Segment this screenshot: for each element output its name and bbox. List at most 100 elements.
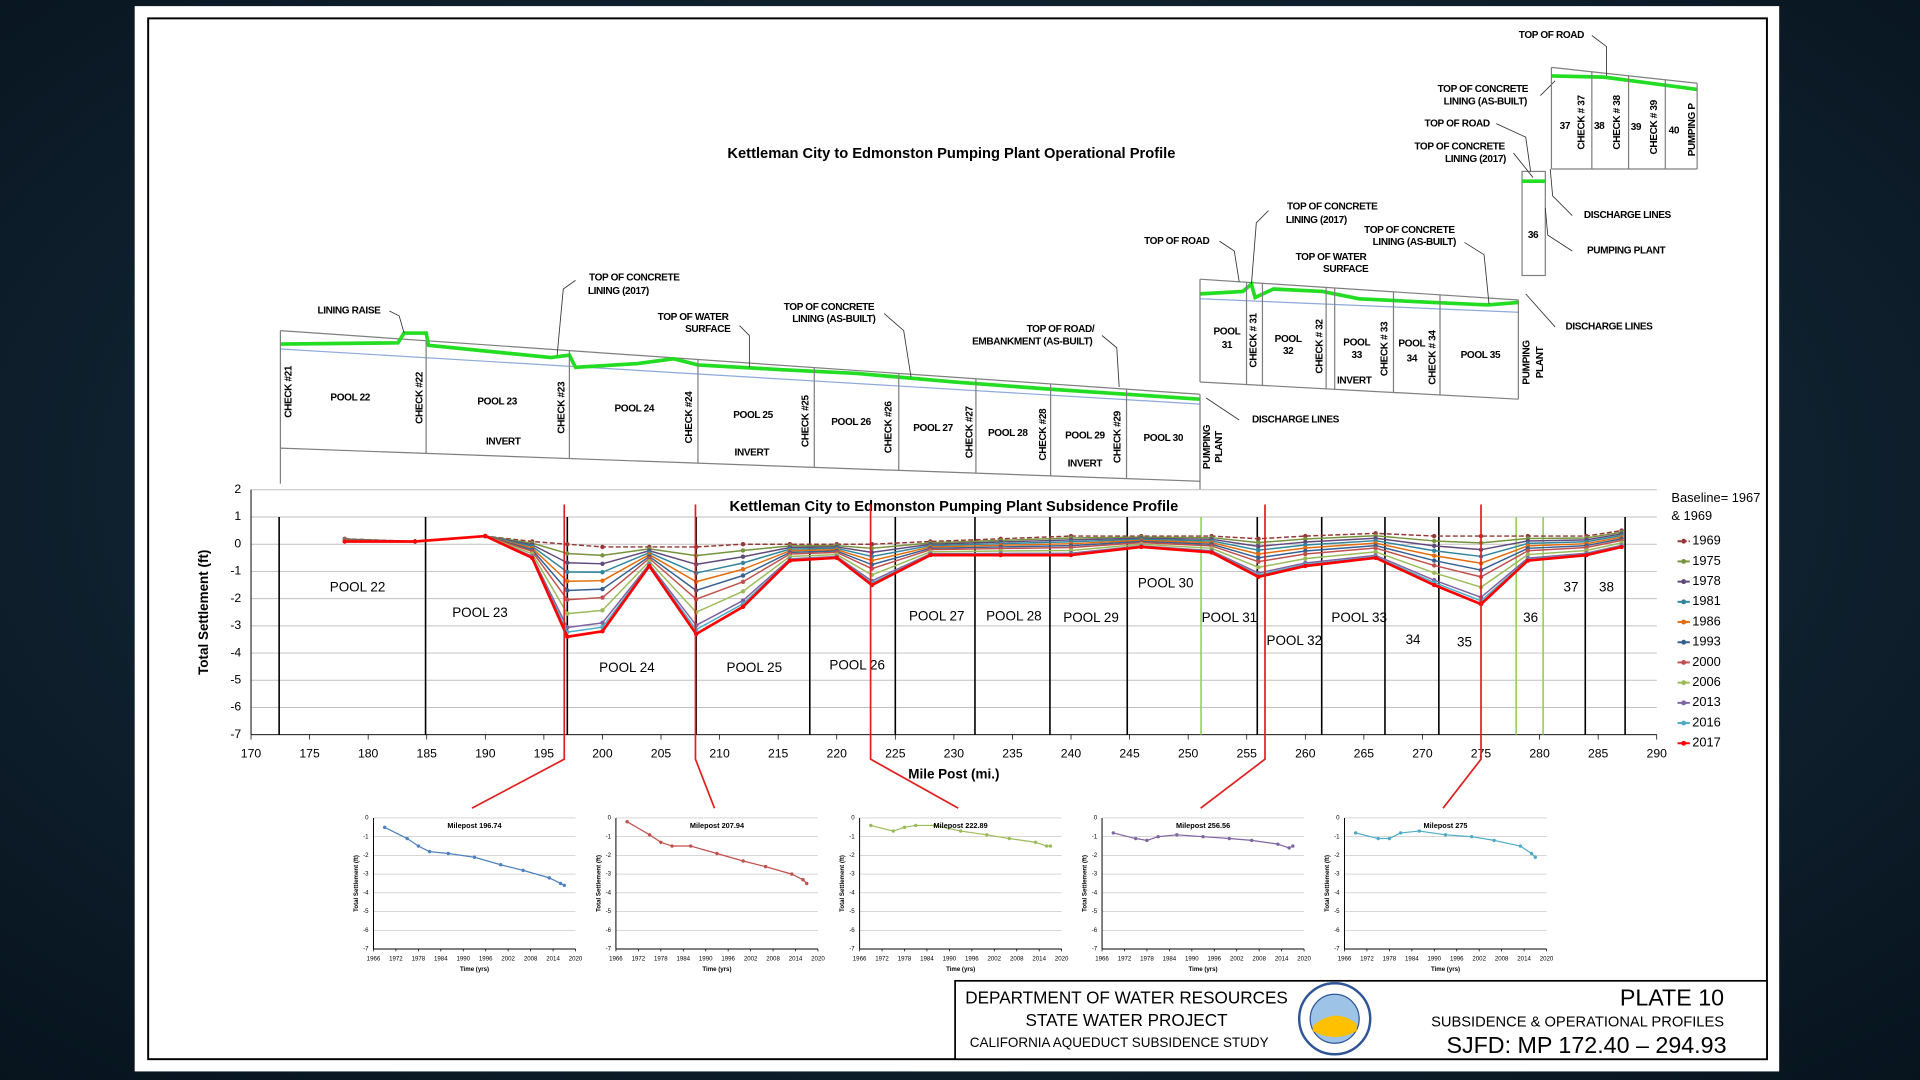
point — [740, 554, 746, 559]
y-tick-label: -4 — [363, 889, 369, 896]
y-tick-label: -5 — [606, 908, 612, 915]
profile-label: LINING (2017) — [1286, 215, 1347, 226]
legend-marker — [1681, 720, 1687, 726]
profile-label: LINING (AS-BUILT) — [1373, 237, 1456, 248]
leader — [1205, 397, 1240, 421]
profile-label: CHECK # 37 — [1577, 95, 1588, 150]
profile-label: TOP OF CONCRETE — [1414, 142, 1505, 153]
pool-label: 34 — [1406, 632, 1421, 647]
point — [834, 555, 839, 561]
point — [405, 836, 409, 841]
point — [1525, 552, 1531, 557]
point — [790, 872, 794, 876]
x-tick-label: 285 — [1588, 747, 1609, 761]
point — [547, 876, 552, 880]
profile-title: Kettleman City to Edmonston Pumping Plan… — [727, 146, 1175, 162]
x-tick-label: 210 — [709, 747, 730, 761]
point — [1256, 544, 1261, 549]
point — [1287, 846, 1291, 850]
point — [647, 563, 652, 569]
callout-line — [869, 504, 959, 809]
point — [529, 555, 535, 561]
legend-marker — [1681, 680, 1687, 686]
point — [1373, 549, 1378, 555]
y-tick-label: 1 — [234, 509, 241, 523]
profile-label: POOL 26 — [831, 417, 871, 428]
leader — [1549, 168, 1573, 216]
leader — [883, 313, 912, 378]
x-tick-label: 215 — [768, 747, 789, 761]
y-tick-label: 0 — [1094, 815, 1098, 822]
leader — [1251, 210, 1269, 285]
y-tick-label: 0 — [234, 536, 241, 550]
point — [740, 604, 746, 610]
pool-label: POOL 31 — [1202, 610, 1258, 625]
x-tick-label: 2014 — [546, 955, 560, 962]
legend-marker — [1681, 538, 1687, 544]
profile-label: TOP OF CONCRETE — [1438, 84, 1529, 95]
pool-label: POOL 22 — [330, 579, 386, 594]
pool-label: POOL 26 — [829, 658, 885, 673]
y-tick-label: -2 — [606, 852, 612, 859]
point — [1619, 544, 1624, 550]
profile-label: LINING RAISE — [317, 306, 381, 317]
x-tick-label: 2020 — [811, 955, 825, 962]
chart: 0 -1 -2 -3 -4 -5 -6 -7 1966 1972 1978 1984 1990 1996 2… — [839, 504, 1069, 973]
point — [565, 569, 570, 575]
point — [1134, 836, 1138, 841]
point — [600, 620, 605, 626]
x-tick-label: 2020 — [569, 955, 583, 962]
x-tick-label: 245 — [1119, 747, 1140, 761]
profile-label: INVERT — [1068, 459, 1104, 470]
point — [1431, 553, 1437, 558]
point — [1291, 844, 1295, 848]
pool-label: 38 — [1599, 579, 1614, 594]
x-tick-label: 180 — [358, 747, 379, 761]
x-tick-label: 1990 — [699, 955, 713, 962]
x-tick-label: 250 — [1178, 747, 1199, 761]
point — [1156, 834, 1160, 839]
invert — [280, 447, 1201, 482]
agency: DEPARTMENT OF WATER RESOURCES — [965, 988, 1288, 1008]
x-tick-label: 2014 — [1032, 955, 1046, 962]
y-tick-label: -5 — [849, 908, 855, 915]
point — [558, 881, 563, 886]
legend-label: 1969 — [1692, 533, 1721, 548]
legend-marker — [1681, 619, 1687, 625]
point — [1227, 836, 1231, 841]
profile-label: DISCHARGE LINES — [1584, 210, 1672, 221]
x-tick-label: 1984 — [920, 955, 934, 962]
point — [1525, 558, 1531, 563]
y-tick-label: 0 — [365, 815, 369, 822]
profile-label: TOP OF CONCRETE — [589, 273, 680, 284]
point — [565, 551, 570, 556]
y-tick-label: -7 — [849, 946, 855, 953]
profile-label: 31 — [1222, 340, 1233, 351]
leader — [1496, 123, 1532, 172]
profile-label: 33 — [1352, 350, 1363, 361]
profile-label: CHECK #23 — [557, 381, 568, 434]
y-axis-label: Total Settlement (ft) — [196, 550, 211, 675]
point — [891, 829, 895, 833]
point — [740, 560, 746, 566]
x-tick-label: 2002 — [1472, 955, 1486, 962]
point — [1256, 536, 1261, 541]
point — [659, 840, 663, 845]
project: STATE WATER PROJECT — [1026, 1010, 1229, 1030]
legend-label: 2013 — [1692, 694, 1721, 709]
point — [565, 634, 570, 639]
y-tick-label: -7 — [606, 946, 612, 953]
callout-line — [694, 504, 716, 809]
y-axis-label: Total Settlement (ft) — [839, 855, 846, 912]
y-tick-label: -1 — [1092, 833, 1098, 840]
pool-label: POOL 24 — [599, 660, 655, 675]
chart-title: Milepost 196.74 — [447, 821, 502, 830]
invert — [1199, 381, 1519, 400]
leader — [1513, 152, 1534, 178]
profile-label: TOP OF ROAD — [1144, 236, 1209, 247]
point — [565, 588, 570, 593]
plate-subtitle: SUBSIDENCE & OPERATIONAL PROFILES — [1431, 1014, 1724, 1030]
pool-label: 37 — [1564, 579, 1579, 594]
profile-label: CHECK #21 — [284, 365, 295, 418]
